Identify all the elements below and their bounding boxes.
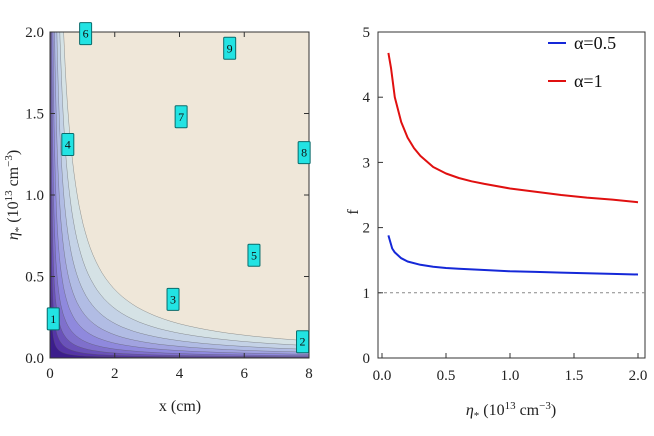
legend-label: α=0.5 <box>574 33 616 53</box>
line-x-tick-label: 2.0 <box>629 368 648 384</box>
contour-y-tick-label: 0.5 <box>25 270 44 286</box>
contour-level-tag-9: 9 <box>223 36 237 60</box>
line-chart: 0.0 0.5 1.0 1.5 2.0 0 1 2 3 4 5 α=0.5 α=1 f η* (101… <box>345 25 647 422</box>
contour-level-tag-text: 2 <box>300 335 306 349</box>
contour-y-tick-label: 1.5 <box>25 107 44 123</box>
line-x-axis-label: η* (1013 cm−3) <box>466 400 556 422</box>
contour-band-5 <box>50 32 309 358</box>
line-x-tick-label: 0.5 <box>437 368 456 384</box>
line-y-tick-label: 1 <box>363 286 371 302</box>
line-x-tick-label: 0.0 <box>373 368 392 384</box>
line-y-tick-label: 3 <box>363 155 371 171</box>
line-y-tick-label: 0 <box>363 351 371 367</box>
contour-level-tag-box <box>296 330 310 354</box>
contour-level-tag-2: 2 <box>296 330 310 354</box>
contour-y-axis-label: η* (1013 cm−3) <box>3 150 25 240</box>
contour-level-labels: 1 2 3 4 5 6 7 8 9 <box>46 22 311 354</box>
line-y-tick-label: 5 <box>363 25 371 41</box>
contour-level-tag-box <box>297 141 311 165</box>
contour-level-tag-8: 8 <box>297 141 311 165</box>
contour-level-tag-text: 4 <box>65 137 71 151</box>
contour-level-tag-box <box>166 287 180 311</box>
contour-band-4 <box>50 32 309 358</box>
contour-y-tick-label: 1.0 <box>25 188 44 204</box>
contour-level-tag-text: 9 <box>227 41 233 55</box>
contour-level-tag-box <box>79 22 93 46</box>
contour-level-tag-text: 7 <box>178 110 184 124</box>
contour-level-tag-text: 5 <box>251 248 257 262</box>
legend: α=0.5 α=1 <box>548 33 616 91</box>
contour-level-tag-7: 7 <box>174 105 188 129</box>
contour-x-axis-label: x (cm) <box>159 398 201 415</box>
contour-bands <box>50 32 309 358</box>
contour-level-tag-4: 4 <box>61 132 75 156</box>
contour-level-tag-text: 6 <box>83 27 89 41</box>
contour-level-tag-text: 3 <box>170 292 176 306</box>
contour-level-tag-box <box>174 105 188 129</box>
line-y-axis-label: f <box>345 209 362 215</box>
contour-x-tick-label: 0 <box>46 366 54 382</box>
line-series <box>387 52 639 276</box>
line-x-tick-label: 1.5 <box>565 368 584 384</box>
contour-level-tag-3: 3 <box>166 287 180 311</box>
contour-y-tick-label: 2.0 <box>25 25 44 41</box>
line-frame <box>377 31 646 359</box>
contour-ticks: 0 2 4 6 8 0.0 0.5 1.0 1.5 2.0 <box>25 25 313 382</box>
contour-chart: 0 2 4 6 8 0.0 0.5 1.0 1.5 2.0 1 2 3 4 5 6 7 8 9 x (cm) η*… <box>3 22 313 415</box>
contour-level-tag-6: 6 <box>79 22 93 46</box>
contour-level-tag-box <box>223 36 237 60</box>
series-line-alpha-0-5 <box>387 235 639 276</box>
contour-level-tag-box <box>46 307 60 331</box>
contour-x-tick-label: 6 <box>241 366 249 382</box>
contour-band-2 <box>50 32 309 358</box>
contour-level-tag-1: 1 <box>46 307 60 331</box>
line-y-tick-label: 2 <box>363 221 371 237</box>
contour-x-tick-label: 8 <box>305 366 313 382</box>
contour-x-tick-label: 2 <box>111 366 119 382</box>
series-line-alpha-1 <box>387 52 639 204</box>
line-y-tick-label: 4 <box>363 90 371 106</box>
contour-level-tag-box <box>247 243 261 267</box>
contour-y-tick-label: 0.0 <box>25 351 44 367</box>
contour-level-tag-text: 1 <box>50 312 56 326</box>
legend-label: α=1 <box>574 71 603 91</box>
contour-band-3 <box>50 32 309 358</box>
contour-level-tag-text: 8 <box>301 146 307 160</box>
line-ticks: 0.0 0.5 1.0 1.5 2.0 0 1 2 3 4 5 <box>363 25 648 384</box>
contour-x-tick-label: 4 <box>176 366 184 382</box>
line-x-tick-label: 1.0 <box>501 368 520 384</box>
contour-level-tag-5: 5 <box>247 243 261 267</box>
contour-level-tag-box <box>61 132 75 156</box>
